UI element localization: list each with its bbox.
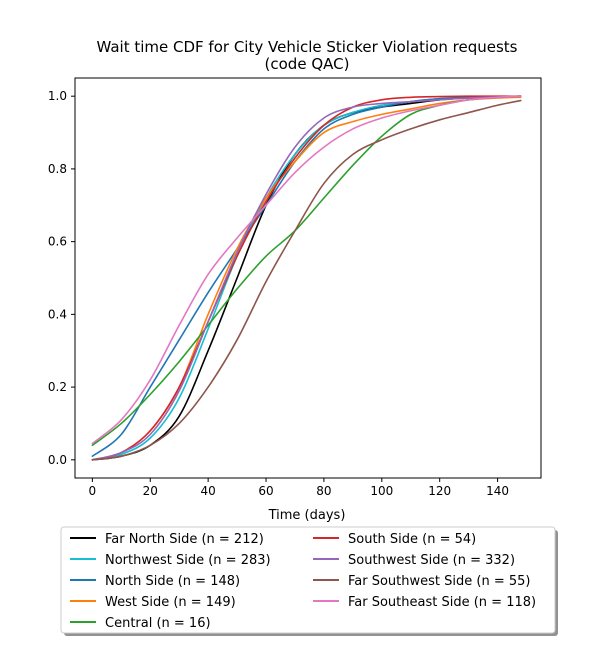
legend-entry: Far Southwest Side (n = 55) [313, 574, 530, 589]
y-tick-label: 0.6 [48, 235, 67, 249]
legend-label: West Side (n = 149) [105, 595, 236, 610]
y-tick-label: 0.4 [48, 307, 67, 321]
legend-entry: Southwest Side (n = 332) [313, 553, 515, 568]
series-line-7 [91, 99, 522, 461]
x-tick-label: 40 [201, 484, 216, 498]
x-axis-label: Time (days) [268, 508, 346, 523]
x-tick-label: 80 [316, 484, 331, 498]
chart-title-line-1: Wait time CDF for City Vehicle Sticker V… [96, 38, 517, 56]
legend-label: Northwest Side (n = 283) [105, 553, 271, 568]
legend-entry: West Side (n = 149) [70, 595, 236, 610]
legend-entry: Far North Side (n = 212) [70, 532, 264, 547]
y-axis-ticks: 0.0 0.2 0.4 0.6 0.8 1.0 [48, 89, 75, 467]
x-axis-ticks: 0 20 40 60 80 100 120 140 [89, 478, 509, 498]
legend-box [60, 526, 556, 634]
legend-label: South Side (n = 54) [348, 532, 476, 547]
x-tick-label: 60 [258, 484, 273, 498]
legend-label: Far Southwest Side (n = 55) [348, 574, 530, 589]
legend-label: Far North Side (n = 212) [105, 532, 264, 547]
series-line-8 [91, 95, 522, 445]
chart-title-line-2: (code QAC) [265, 55, 350, 73]
legend-entry: South Side (n = 54) [313, 532, 476, 547]
y-tick-label: 1.0 [48, 89, 67, 103]
series-line-2 [91, 95, 522, 457]
legend: Far North Side (n = 212) Northwest Side (… [60, 526, 558, 636]
legend-label: Far Southeast Side (n = 118) [348, 595, 536, 610]
legend-entry: North Side (n = 148) [70, 574, 240, 589]
x-tick-label: 0 [89, 484, 97, 498]
legend-label: North Side (n = 148) [105, 574, 240, 589]
x-tick-label: 20 [143, 484, 158, 498]
legend-label: Central (n = 16) [105, 616, 211, 631]
legend-items: Far North Side (n = 212) Northwest Side (… [70, 532, 536, 631]
legend-label: Southwest Side (n = 332) [348, 553, 515, 568]
legend-entry: Northwest Side (n = 283) [70, 553, 271, 568]
y-tick-label: 0.0 [48, 453, 67, 467]
y-tick-label: 0.2 [48, 380, 67, 394]
x-tick-label: 120 [428, 484, 451, 498]
x-tick-label: 140 [486, 484, 509, 498]
y-tick-label: 0.8 [48, 162, 67, 176]
legend-entry: Central (n = 16) [70, 616, 211, 631]
legend-entry: Far Southeast Side (n = 118) [313, 595, 536, 610]
series-line-5 [91, 95, 522, 461]
series-line-6 [91, 95, 522, 461]
series-layer [91, 95, 522, 461]
x-tick-label: 100 [370, 484, 393, 498]
